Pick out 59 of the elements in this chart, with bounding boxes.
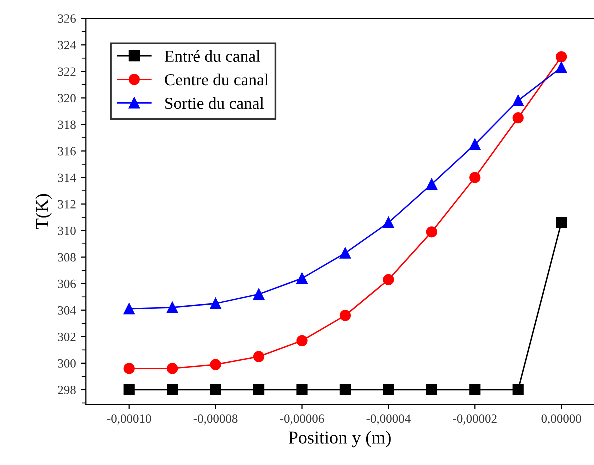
y-tick-label: 308 [58,253,76,262]
point [470,384,481,396]
x-tick-label: -0,00008 [194,414,238,425]
point [512,384,524,396]
y-tick-label: 312 [58,200,76,209]
y-tick-label: 326 [58,14,76,24]
point [426,178,438,190]
point [556,62,568,74]
legend-label: Entré du canal [164,50,260,62]
point [167,384,178,396]
point [253,384,265,396]
y-tick-label: 322 [58,68,76,76]
point [210,384,222,396]
point [124,384,135,396]
point [340,248,352,259]
y-tick-label: 300 [58,359,76,368]
point [556,217,568,228]
point [124,304,135,315]
x-tick-label: -0,00004 [366,414,411,425]
point [296,272,308,284]
point [167,302,178,314]
point [470,172,481,184]
y-tick-label: 298 [58,386,76,394]
point [512,95,524,106]
point [167,363,178,374]
y-tick-label: 310 [58,226,76,236]
point [556,52,568,63]
point [512,112,524,124]
point [210,298,222,310]
x-tick-label: -0,00006 [280,414,324,425]
y-tick-label: 318 [58,120,76,130]
point [426,384,438,396]
point [340,310,352,322]
point [210,359,222,370]
y-tick-label: 314 [58,174,76,182]
point [383,217,394,228]
y-tick-label: 304 [58,306,76,315]
point [296,335,308,346]
point [340,384,352,396]
legend-label: Sortie du canal [166,97,264,110]
x-tick-label: 0,00000 [542,414,582,425]
point [253,351,265,362]
point [470,139,481,150]
legend-label: Centre du canal [165,74,269,86]
x-tick-label: -0,00002 [453,414,497,425]
point [426,226,438,238]
y-tick-label: 324 [58,41,76,50]
point [383,384,394,396]
x-axis-title: Position y (m) [288,431,391,448]
y-axis-title: T(K) [36,194,52,230]
y-tick-label: 302 [58,332,76,342]
x-tick-label: -0,00010 [107,414,152,425]
point [253,288,265,300]
point [296,384,308,396]
y-tick-label: 306 [58,280,76,288]
point [124,363,135,374]
y-tick-label: 320 [58,94,76,103]
point [383,274,394,286]
y-tick-label: 316 [58,147,76,156]
